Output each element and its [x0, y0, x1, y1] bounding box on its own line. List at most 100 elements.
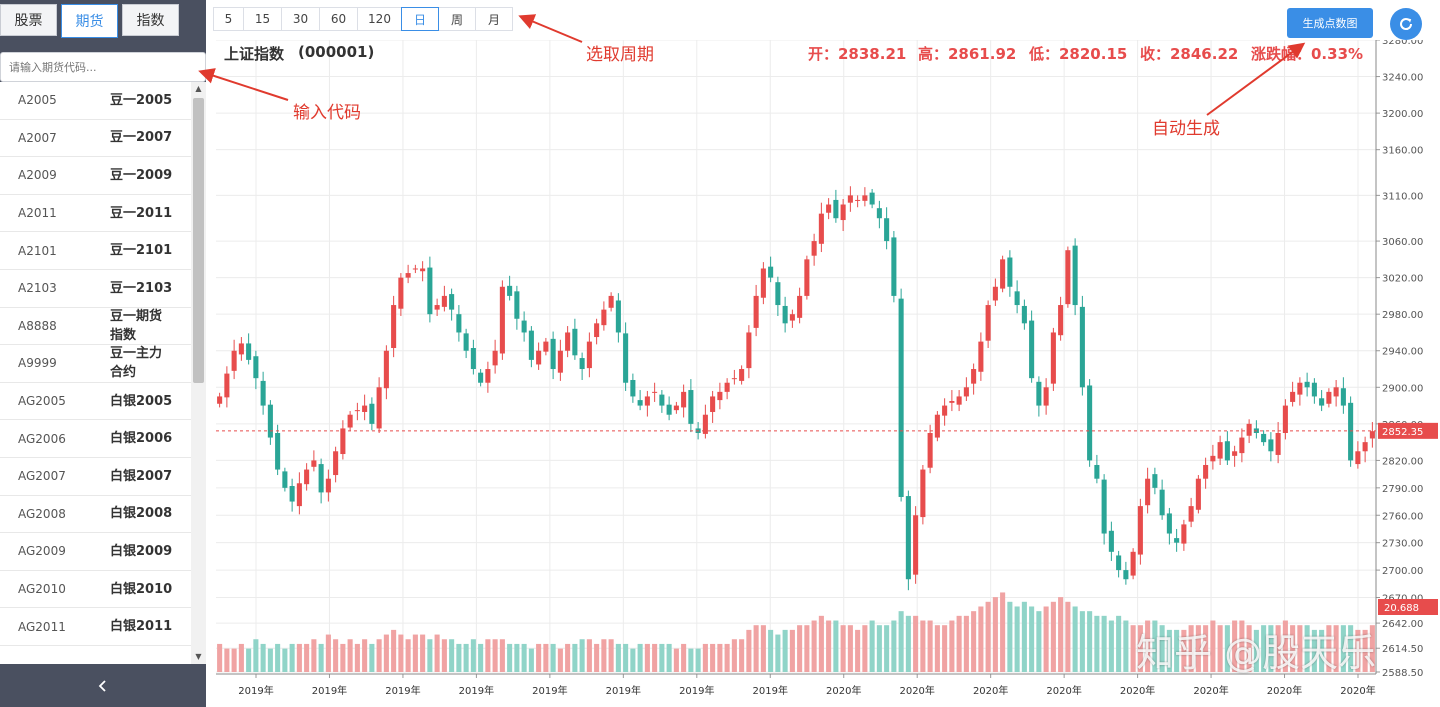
period-60[interactable]: 60 — [319, 7, 358, 31]
candle-body — [804, 259, 810, 296]
candle-body — [1050, 332, 1056, 384]
volume-bar — [956, 615, 962, 672]
volume-bar — [1123, 620, 1129, 672]
list-item[interactable]: AG2009 白银2009 — [0, 533, 191, 571]
candle-body — [492, 350, 498, 366]
list-item[interactable]: AG2011 白银2011 — [0, 608, 191, 646]
y-tick-label: 3240.00 — [1382, 73, 1423, 84]
tab-stocks[interactable]: 股票 — [0, 4, 57, 36]
tab-index[interactable]: 指数 — [122, 4, 179, 36]
candle-body — [710, 396, 716, 412]
period-15[interactable]: 15 — [243, 7, 282, 31]
scroll-down-icon[interactable]: ▼ — [195, 652, 202, 661]
candle-body — [507, 285, 513, 296]
volume-bar — [739, 639, 745, 672]
candle-body — [304, 469, 310, 485]
candle-body — [768, 266, 774, 278]
volume-bar — [942, 625, 948, 672]
volume-bar — [1290, 625, 1296, 672]
x-tick-label: 2020年 — [826, 684, 861, 697]
period-5[interactable]: 5 — [213, 7, 244, 31]
list-item[interactable]: AG2007 白银2007 — [0, 458, 191, 496]
list-item[interactable]: A2101 豆一2101 — [0, 232, 191, 270]
volume-bar — [1282, 620, 1288, 672]
candle-body — [543, 341, 549, 352]
list-item[interactable]: A8888 豆一期货指数 — [0, 308, 191, 346]
candle-body — [224, 373, 230, 398]
candle-body — [1369, 431, 1375, 439]
list-item[interactable]: AG2005 白银2005 — [0, 383, 191, 421]
volume-bar — [1311, 629, 1317, 672]
candle-body — [478, 372, 484, 383]
volume-bar — [318, 643, 324, 672]
volume-bar — [217, 643, 223, 672]
volume-bar — [884, 625, 890, 672]
x-tick-label: 2019年 — [459, 684, 494, 697]
x-tick-label: 2020年 — [1046, 684, 1081, 697]
volume-bar — [579, 639, 585, 672]
list-item[interactable]: AG2010 白银2010 — [0, 571, 191, 609]
period-month[interactable]: 月 — [475, 7, 513, 31]
list-item[interactable]: AG2008 白银2008 — [0, 496, 191, 534]
volume-bar — [507, 643, 513, 672]
candle-body — [253, 356, 259, 379]
list-scrollbar[interactable]: ▲ ▼ — [191, 82, 206, 664]
candle-body — [572, 328, 578, 356]
candle-body — [1333, 387, 1339, 397]
candle-body — [1108, 530, 1114, 552]
candle-body — [369, 403, 375, 424]
candle-body — [1348, 402, 1354, 461]
list-item[interactable]: A2005 豆一2005 — [0, 82, 191, 120]
y-tick-label: 2790.00 — [1382, 484, 1423, 495]
list-item[interactable]: A9999 豆一主力合约 — [0, 345, 191, 383]
kline-chart[interactable]: 3280.00 3240.00 3200.00 3160.00 3110.00 3060.… — [214, 40, 1440, 707]
volume-bar — [797, 625, 803, 672]
tab-futures[interactable]: 期货 — [61, 4, 118, 38]
generate-pnf-button[interactable]: 生成点数图 — [1287, 8, 1373, 38]
period-30[interactable]: 30 — [281, 7, 320, 31]
volume-bar — [1130, 625, 1136, 672]
period-week[interactable]: 周 — [438, 7, 476, 31]
period-120[interactable]: 120 — [357, 7, 402, 31]
list-item[interactable]: A2007 豆一2007 — [0, 120, 191, 158]
list-item-name: 白银2005 — [110, 393, 173, 409]
list-item[interactable]: A2103 豆一2103 — [0, 270, 191, 308]
list-item[interactable]: A2009 豆一2009 — [0, 157, 191, 195]
collapse-sidebar-button[interactable] — [0, 664, 206, 707]
candle-body — [441, 295, 447, 307]
candle-body — [217, 396, 223, 404]
volume-bar — [818, 615, 824, 672]
candle-body — [238, 343, 244, 355]
candle-body — [376, 387, 382, 429]
candle-body — [949, 401, 955, 403]
search-input[interactable] — [1, 53, 205, 81]
list-item-name: 白银2009 — [110, 543, 173, 559]
scroll-up-icon[interactable]: ▲ — [195, 84, 202, 93]
watermark: 知乎 @股天乐 — [1136, 631, 1377, 675]
volume-bar — [528, 648, 534, 672]
volume-bar — [391, 629, 397, 672]
refresh-button[interactable] — [1390, 8, 1422, 40]
list-item[interactable]: A2011 豆一2011 — [0, 195, 191, 233]
candle-body — [340, 428, 346, 455]
volume-bar — [1275, 625, 1281, 672]
candle-body — [311, 460, 317, 467]
y-tick-label: 3110.00 — [1382, 191, 1423, 202]
list-item[interactable]: AG2006 白银2006 — [0, 420, 191, 458]
period-day[interactable]: 日 — [401, 7, 439, 31]
candle-body — [913, 515, 919, 575]
candle-body — [1166, 513, 1172, 534]
x-tick-label: 2019年 — [532, 684, 567, 697]
chart-canvas[interactable]: 3280.00 3240.00 3200.00 3160.00 3110.00 3060.… — [214, 40, 1440, 707]
candle-body — [775, 282, 781, 306]
list-item-code: AG2005 — [18, 394, 66, 409]
candle-body — [347, 414, 353, 428]
volume-bar — [354, 643, 360, 672]
volume-bar — [1224, 625, 1230, 672]
y-tick-label: 2700.00 — [1382, 566, 1423, 577]
volume-bar — [1333, 625, 1339, 672]
scrollbar-thumb[interactable] — [193, 98, 204, 383]
x-tick-label: 2019年 — [385, 684, 420, 697]
volume-bar — [934, 625, 940, 672]
candle-body — [325, 478, 331, 493]
